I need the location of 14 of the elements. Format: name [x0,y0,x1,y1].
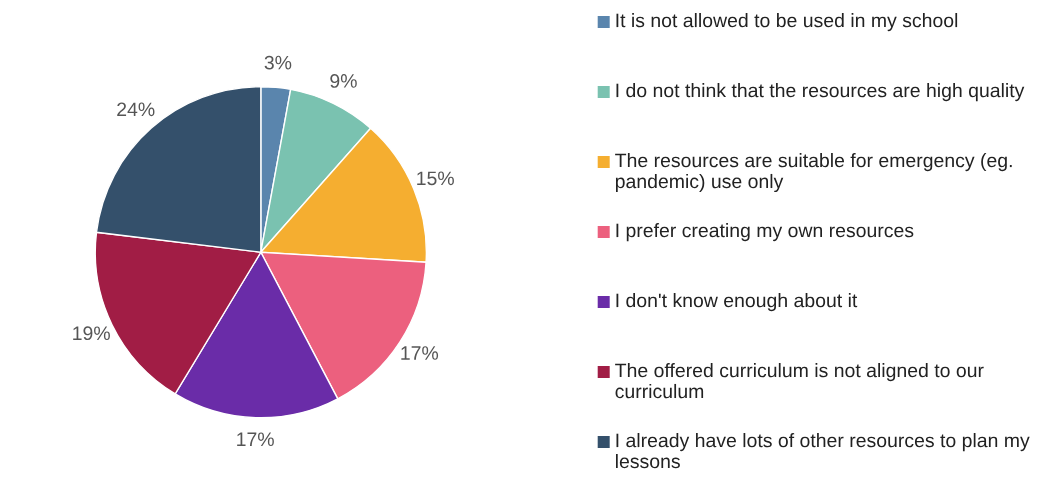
data-label: 3% [264,55,292,70]
data-label: 9% [330,74,357,88]
legend-label: I already have lots of other resources to plan my lessons [616,433,1030,469]
data-label: 17% [237,432,274,446]
data-label: 15% [417,171,454,186]
legend-label: I don't know enough about it [616,293,858,312]
legend-label: The offered curriculum is not aligned to our curriculum [615,363,984,399]
data-label: 24% [117,102,155,117]
data-label: 17% [401,346,439,360]
legend-label: The resources are suitable for emergency (eg. pandemic) use only [615,153,1012,193]
data-label: 19% [73,326,110,341]
legend-label: I do not think that the resources are high quality [616,83,1025,102]
legend-label: It is not allowed to be used in my school [616,13,958,32]
legend-label: I prefer creating my own resources [616,223,914,242]
